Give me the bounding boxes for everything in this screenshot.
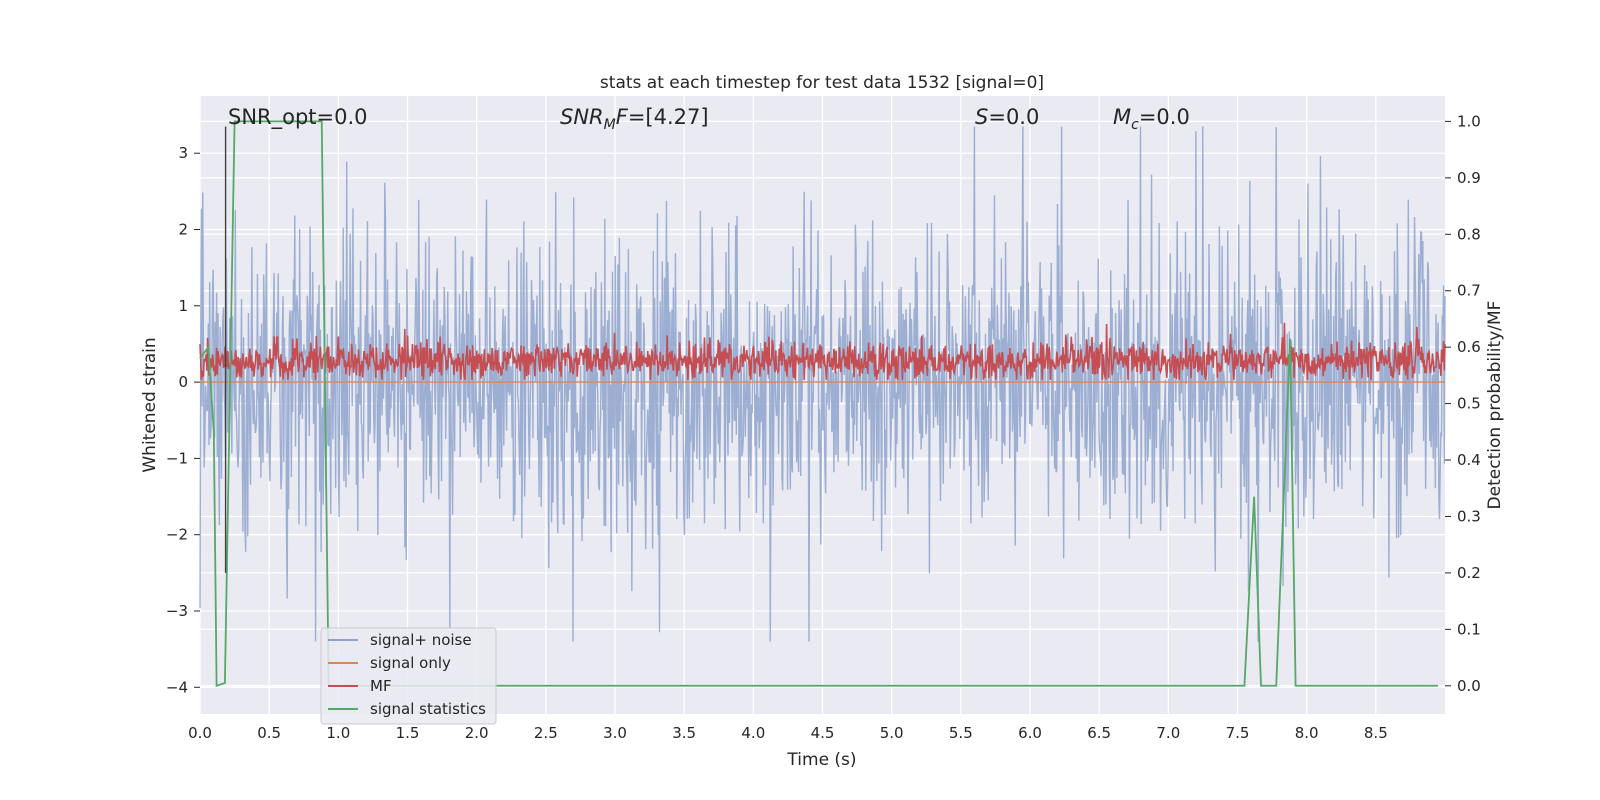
annotation-snr-opt: SNR_opt=0.0 bbox=[228, 105, 368, 130]
x-tick-label: 1.5 bbox=[396, 724, 420, 742]
x-tick-label: 0.0 bbox=[188, 724, 212, 742]
y-tick-label: 3 bbox=[178, 144, 188, 162]
y2-tick-label: 0.2 bbox=[1457, 564, 1481, 582]
x-tick-label: 8.0 bbox=[1295, 724, 1319, 742]
annotation-mc: Mc=0.0 bbox=[1113, 105, 1190, 133]
y2-tick-label: 0.0 bbox=[1457, 677, 1481, 695]
annotation-s-rest: =0.0 bbox=[988, 105, 1039, 129]
x-tick-label: 2.0 bbox=[465, 724, 489, 742]
annotation-snr-mf-base: SNR bbox=[560, 105, 604, 129]
annotation-s-italic: S bbox=[975, 105, 988, 129]
legend-label-signal-statistics: signal statistics bbox=[370, 700, 486, 718]
y-tick-label: −4 bbox=[166, 678, 188, 696]
chart-title: stats at each timestep for test data 153… bbox=[600, 73, 1044, 93]
y-tick-label: −3 bbox=[166, 602, 188, 620]
ticks: 0.0 0.5 1.0 1.5 2.0 2.5 3.0 3.5 4.0 4.5 5.0 5.5 6.0 6… bbox=[166, 112, 1481, 742]
x-tick-label: 6.0 bbox=[1018, 724, 1042, 742]
x-tick-label: 2.5 bbox=[534, 724, 558, 742]
y-tick-label: −2 bbox=[166, 526, 188, 544]
x-tick-label: 3.0 bbox=[603, 724, 627, 742]
legend-box bbox=[320, 627, 497, 725]
x-axis-label: Time (s) bbox=[786, 750, 856, 770]
y-tick-label: 2 bbox=[178, 221, 188, 239]
y2-tick-label: 0.6 bbox=[1457, 338, 1481, 356]
y2-axis-label: Detection probability/MF bbox=[1485, 301, 1505, 510]
x-tick-label: 8.5 bbox=[1364, 724, 1388, 742]
annotation-s: S=0.0 bbox=[975, 105, 1039, 129]
x-tick-label: 4.0 bbox=[741, 724, 765, 742]
annotation-mc-rest: =0.0 bbox=[1139, 105, 1190, 129]
annotation-snr-mf: SNRMF=[4.27] bbox=[560, 105, 709, 133]
y-tick-label: −1 bbox=[166, 449, 188, 467]
y-axis-label: Whitened strain bbox=[140, 337, 160, 472]
x-tick-label: 6.5 bbox=[1087, 724, 1111, 742]
x-tick-label: 1.0 bbox=[326, 724, 350, 742]
x-tick-label: 5.5 bbox=[949, 724, 973, 742]
legend-label-signal-noise: signal+ noise bbox=[370, 631, 472, 649]
annotation-mc-italic: M bbox=[1113, 105, 1131, 129]
x-tick-label: 4.5 bbox=[811, 724, 835, 742]
y2-tick-label: 0.4 bbox=[1457, 451, 1481, 469]
x-tick-label: 7.5 bbox=[1226, 724, 1250, 742]
x-tick-label: 7.0 bbox=[1156, 724, 1180, 742]
series-line-mf bbox=[199, 322, 1446, 381]
y2-tick-label: 0.7 bbox=[1457, 282, 1481, 300]
legend-label-mf: MF bbox=[370, 677, 392, 695]
legend-label-signal-only: signal only bbox=[370, 654, 451, 672]
annotation-snr-mf-rest-italic: F bbox=[616, 105, 629, 129]
y-tick-label: 1 bbox=[178, 297, 188, 315]
y2-tick-label: 0.1 bbox=[1457, 620, 1481, 638]
annotation-snr-mf-rest: =[4.27] bbox=[628, 105, 709, 129]
y2-tick-label: 0.8 bbox=[1457, 225, 1481, 243]
y2-tick-label: 0.5 bbox=[1457, 395, 1481, 413]
annotation-snr-mf-sub: M bbox=[604, 117, 616, 133]
x-tick-label: 5.0 bbox=[880, 724, 904, 742]
legend: signal+ noise signal only MF signal stat… bbox=[320, 627, 497, 725]
y2-tick-label: 0.9 bbox=[1457, 169, 1481, 187]
annotation-mc-sub: c bbox=[1131, 117, 1139, 133]
y2-tick-label: 1.0 bbox=[1457, 112, 1481, 130]
x-tick-label: 0.5 bbox=[257, 724, 281, 742]
y-tick-label: 0 bbox=[178, 373, 188, 391]
x-tick-label: 3.5 bbox=[672, 724, 696, 742]
y2-tick-label: 0.3 bbox=[1457, 507, 1481, 525]
